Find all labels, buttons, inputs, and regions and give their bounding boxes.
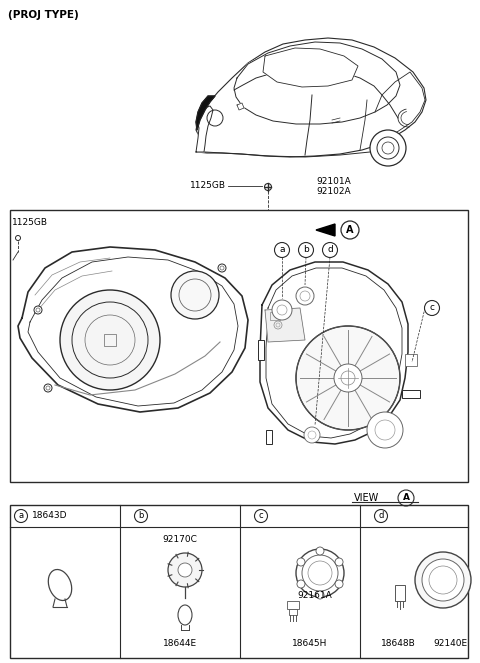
Polygon shape [316, 224, 335, 236]
Circle shape [377, 137, 399, 159]
Text: A: A [403, 493, 409, 503]
Text: A: A [346, 225, 354, 235]
Text: 92161A: 92161A [298, 591, 332, 599]
Text: 1125GB: 1125GB [190, 182, 226, 190]
Text: b: b [303, 245, 309, 255]
Text: VIEW: VIEW [354, 493, 379, 503]
Bar [10, 210, 468, 482]
Text: (PROJ TYPE): (PROJ TYPE) [8, 10, 79, 20]
Text: 92140E: 92140E [433, 638, 467, 648]
Text: 18643D: 18643D [32, 511, 68, 520]
Circle shape [424, 300, 440, 316]
Bar [289, 609, 297, 615]
Circle shape [415, 552, 471, 608]
Circle shape [178, 563, 192, 577]
Bar [395, 585, 405, 601]
Circle shape [218, 264, 226, 272]
Circle shape [367, 412, 403, 448]
Bar [405, 354, 417, 366]
Circle shape [296, 326, 400, 430]
Polygon shape [196, 96, 215, 130]
Circle shape [370, 130, 406, 166]
Circle shape [44, 384, 52, 392]
Circle shape [422, 559, 464, 601]
Text: b: b [138, 511, 144, 520]
Text: 18645H: 18645H [292, 638, 328, 648]
Text: c: c [259, 511, 264, 520]
Circle shape [316, 547, 324, 555]
Circle shape [297, 580, 305, 588]
Text: c: c [430, 304, 434, 312]
Bar [10, 505, 468, 658]
Bar [266, 430, 272, 444]
Circle shape [323, 243, 337, 257]
Polygon shape [196, 106, 213, 152]
Circle shape [275, 243, 289, 257]
Circle shape [34, 306, 42, 314]
Circle shape [299, 243, 313, 257]
Circle shape [304, 427, 320, 443]
Polygon shape [237, 103, 244, 110]
Circle shape [335, 580, 343, 588]
Polygon shape [18, 247, 248, 412]
Bar [402, 390, 420, 398]
Text: 18644E: 18644E [163, 638, 197, 648]
Bar [258, 340, 264, 360]
Text: 18648B: 18648B [381, 638, 415, 648]
Circle shape [316, 591, 324, 599]
Polygon shape [265, 308, 305, 342]
Polygon shape [196, 38, 426, 157]
Text: 92170C: 92170C [163, 536, 197, 544]
Text: 92102A: 92102A [316, 188, 350, 196]
Polygon shape [260, 262, 408, 444]
Circle shape [297, 558, 305, 566]
Bar [104, 334, 116, 346]
Text: d: d [378, 511, 384, 520]
Polygon shape [263, 48, 358, 87]
Bar [270, 312, 280, 320]
Text: a: a [18, 511, 24, 520]
Bar [287, 601, 299, 609]
Circle shape [334, 364, 362, 392]
Circle shape [168, 553, 202, 587]
Circle shape [60, 290, 160, 390]
Circle shape [272, 300, 292, 320]
Circle shape [335, 558, 343, 566]
Polygon shape [234, 42, 400, 124]
Text: 92101A: 92101A [316, 176, 351, 186]
Text: a: a [279, 245, 285, 255]
Circle shape [296, 287, 314, 305]
Circle shape [171, 271, 219, 319]
Text: 1125GB: 1125GB [12, 218, 48, 227]
Text: d: d [327, 245, 333, 255]
